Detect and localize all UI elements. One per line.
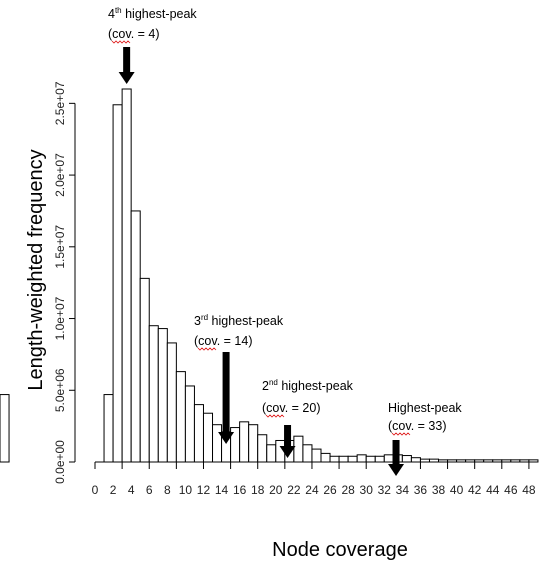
x-tick-label: 14 (215, 483, 229, 497)
annotation-coverage: (cov. = 4) (108, 27, 160, 41)
y-tick-label: 5.0e+06 (53, 368, 67, 412)
y-tick-label: 2.5e+07 (53, 81, 67, 125)
histogram-bar (157, 328, 168, 463)
spellcheck-underline (197, 347, 217, 351)
y-tick-label: 2.0e+07 (53, 153, 67, 197)
peak-annotation: Highest-peak (cov. = 33) (388, 401, 462, 476)
x-tick-label: 16 (233, 483, 247, 497)
x-tick-label: 34 (396, 483, 410, 497)
histogram-bar (338, 455, 349, 463)
peak-annotations: 4th highest-peak (cov. = 4) 3rd highest-pe… (108, 6, 462, 476)
down-arrow-icon (218, 432, 235, 444)
histogram-bar (166, 342, 177, 463)
annotation-title: 4th highest-peak (108, 6, 197, 21)
down-arrow-icon (118, 72, 135, 84)
histogram-bar (356, 454, 367, 463)
x-tick-label: 0 (92, 483, 99, 497)
arrow-shaft (123, 47, 131, 73)
annotation-title: Highest-peak (388, 401, 462, 415)
down-arrow-icon (279, 446, 296, 458)
y-tick-label: 1.0e+07 (53, 296, 67, 340)
histogram-bar (347, 455, 358, 463)
histogram-bar (0, 394, 10, 463)
histogram-bar (148, 325, 159, 463)
spellcheck-underline (265, 414, 285, 418)
histogram-bar (139, 277, 150, 463)
x-tick-label: 40 (450, 483, 464, 497)
histogram-bar (175, 371, 186, 463)
histogram-bar (112, 104, 123, 463)
histogram-bar (121, 88, 132, 463)
x-tick-label: 18 (251, 483, 265, 497)
x-tick-label: 6 (146, 483, 153, 497)
x-tick-label: 38 (432, 483, 446, 497)
arrow-shaft (222, 352, 230, 433)
histogram-bar (311, 448, 322, 463)
histogram-bar (320, 452, 331, 463)
x-tick-label: 28 (341, 483, 355, 497)
spellcheck-underline (111, 40, 131, 44)
histogram-bar (103, 394, 114, 463)
histogram-bar (365, 455, 376, 463)
arrow-shaft (284, 425, 292, 447)
down-arrow-icon (388, 464, 405, 476)
x-tick-label: 22 (287, 483, 301, 497)
arrow-shaft (392, 440, 400, 465)
histogram-bar (266, 444, 277, 463)
annotation-coverage: (cov. = 33) (388, 419, 446, 433)
x-tick-label: 30 (360, 483, 374, 497)
x-tick-label: 42 (468, 483, 482, 497)
annotation-title: 3rd highest-peak (194, 313, 284, 328)
x-tick-label: 10 (179, 483, 193, 497)
axes: 0 2 4 6 8 10 12 14 16 18 20 22 24 26 28 30 32 34 36 38 40 42 4… (53, 81, 538, 497)
x-tick-label: 4 (128, 483, 135, 497)
histogram-bar (401, 455, 412, 463)
histogram-bar (248, 424, 259, 463)
histogram-bar (257, 434, 268, 463)
peak-annotation: 2nd highest-peak (cov. = 20) (262, 378, 354, 458)
spellcheck-underline (391, 432, 411, 436)
histogram-bar (202, 412, 214, 463)
y-tick-label: 1.5e+07 (53, 225, 67, 269)
peak-annotation: 4th highest-peak (cov. = 4) (108, 6, 197, 84)
histogram-bar (410, 457, 421, 463)
histogram-bar (239, 421, 250, 463)
y-axis-title: Length-weighted frequency (25, 149, 47, 390)
histogram-bar (130, 210, 141, 463)
annotation-coverage: (cov. = 20) (262, 401, 320, 415)
x-tick-label: 12 (197, 483, 211, 497)
annotation-title: 2nd highest-peak (262, 378, 354, 393)
histogram-bar (383, 454, 394, 463)
y-tick-label: 0.0e+00 (53, 440, 67, 484)
peak-annotation: 3rd highest-peak (cov. = 14) (194, 313, 284, 444)
x-tick-label: 24 (305, 483, 319, 497)
histogram-bar (193, 404, 204, 463)
x-tick-label: 32 (378, 483, 392, 497)
x-axis-title: Node coverage (272, 539, 408, 561)
x-tick-label: 48 (522, 483, 536, 497)
x-tick-label: 8 (164, 483, 171, 497)
x-tick-label: 44 (486, 483, 500, 497)
x-tick-label: 20 (269, 483, 283, 497)
x-tick-label: 2 (110, 483, 117, 497)
x-tick-label: 26 (323, 483, 337, 497)
histogram-bar (302, 444, 313, 463)
x-tick-label: 46 (504, 483, 518, 497)
histogram-bar (293, 435, 304, 463)
histogram-bar (329, 455, 340, 463)
x-tick-label: 36 (414, 483, 428, 497)
histogram-bar (212, 424, 223, 463)
annotation-coverage: (cov. = 14) (194, 334, 252, 348)
histogram-bar (374, 455, 385, 463)
histogram-bar (184, 385, 195, 463)
